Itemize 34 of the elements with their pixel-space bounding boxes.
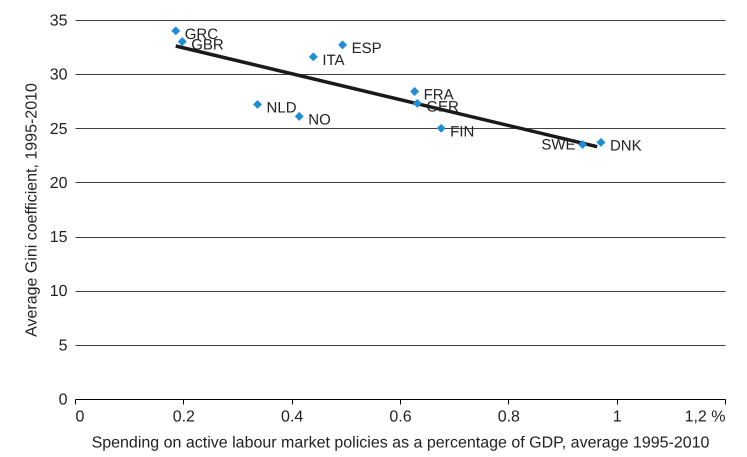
x-tick-label: 1,2 % — [684, 408, 726, 426]
x-tick-label: 0.4 — [281, 408, 304, 426]
y-tick-label: 0 — [58, 392, 68, 408]
point — [338, 40, 348, 50]
y-tick-label: 35 — [50, 12, 68, 30]
y-axis-title: Average Gini coefficient, 1995-2010 — [24, 83, 41, 337]
point — [410, 86, 420, 96]
y-tick-label: 20 — [50, 174, 68, 192]
point — [294, 112, 304, 121]
y-tick-label: 25 — [50, 120, 68, 138]
y-tick-label: 10 — [50, 283, 68, 300]
annotation: ITA — [322, 52, 345, 69]
y-tick-label: 5 — [58, 337, 68, 354]
annotation: NLD — [266, 99, 297, 116]
y-tick-label: 30 — [50, 66, 68, 84]
point — [412, 98, 422, 108]
annotation: ESP — [352, 40, 382, 57]
point — [308, 52, 318, 62]
x-tick-label: 1 — [612, 408, 622, 426]
point — [171, 26, 180, 36]
point — [178, 37, 187, 46]
annotation: NO — [308, 111, 331, 128]
x-tick-label: 0.6 — [389, 408, 412, 426]
point — [436, 124, 446, 133]
annotation: DNK — [610, 137, 642, 154]
point — [596, 138, 606, 147]
x-tick-label: 0.2 — [172, 408, 196, 426]
y-tick-label: 15 — [50, 229, 68, 246]
annotation: SWE — [541, 136, 576, 154]
x-axis-title: Spending on active labour market policies as a percentage of GDP, average 1995-2010 — [92, 434, 710, 452]
point — [253, 100, 262, 109]
point — [578, 140, 588, 149]
x-tick-label: 0.8 — [498, 408, 520, 426]
x-tick-label: 0 — [76, 408, 84, 426]
